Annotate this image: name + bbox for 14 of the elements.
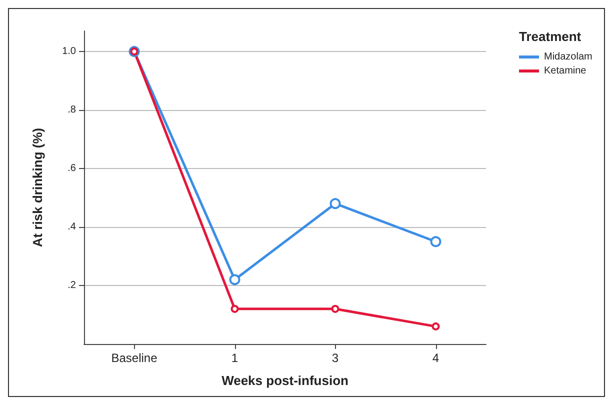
y-tick-label: .2 [68,280,76,291]
x-tick-label: 1 [231,351,238,365]
legend-title: Treatment [519,29,582,44]
legend-label: Midazolam [544,52,592,62]
x-tick-label: Baseline [111,351,158,365]
x-axis-title: Weeks post-infusion [222,373,348,388]
y-tick-label: .6 [68,162,76,174]
x-tick-label: 3 [332,351,339,365]
y-tick-label: 1.0 [62,46,76,57]
y-tick-label: .8 [68,104,76,116]
x-tick-label: 4 [432,351,440,365]
y-tick-label: .4 [68,221,76,232]
legend-label: Ketamine [544,66,587,76]
y-axis-title: At risk drinking (%) [30,128,45,248]
